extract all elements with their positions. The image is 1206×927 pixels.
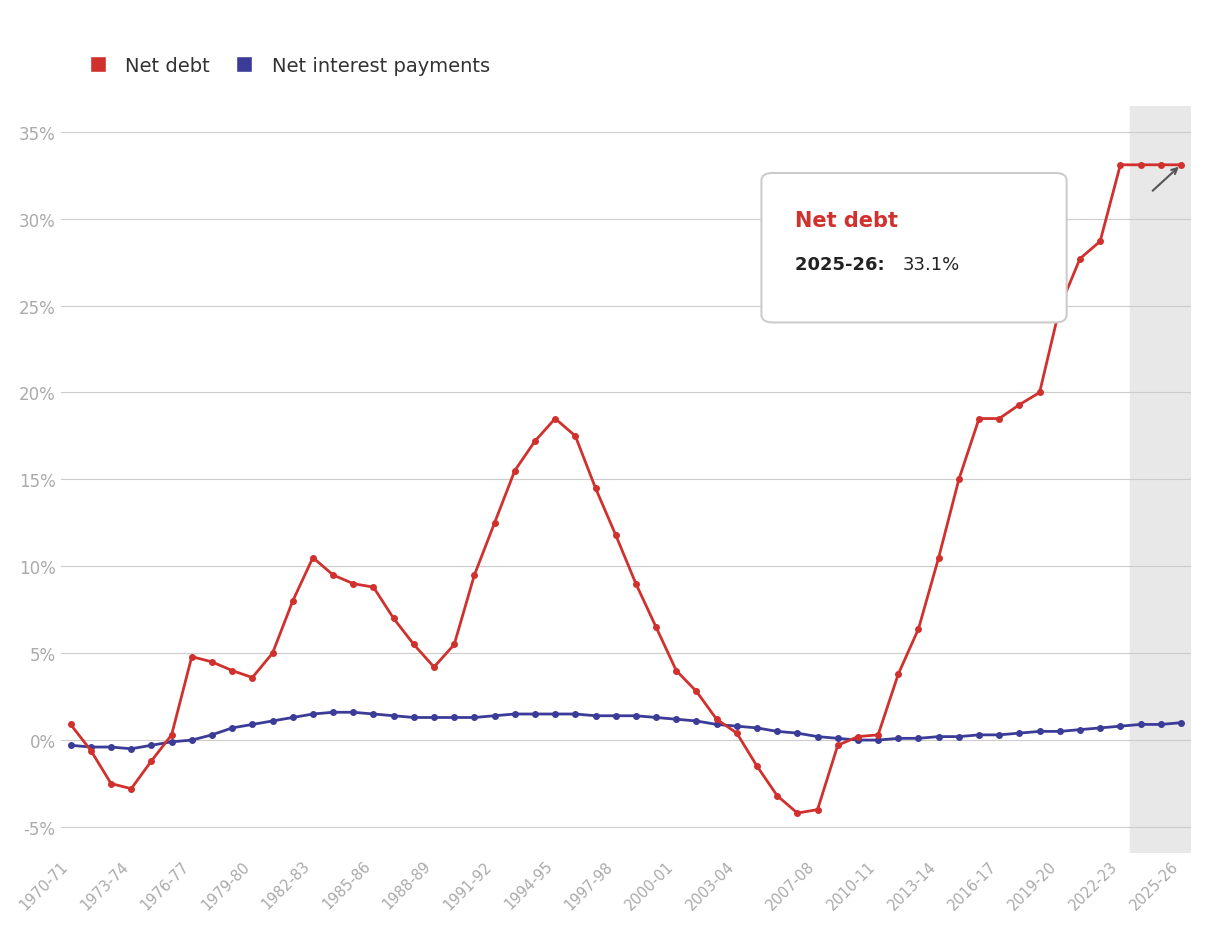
Legend: Net debt, Net interest payments: Net debt, Net interest payments bbox=[70, 49, 498, 83]
Text: 2025-26:: 2025-26: bbox=[795, 256, 891, 273]
Text: Net debt: Net debt bbox=[795, 211, 898, 231]
Bar bbox=[1130, 107, 1192, 853]
FancyBboxPatch shape bbox=[761, 173, 1066, 324]
Text: 33.1%: 33.1% bbox=[903, 256, 960, 273]
